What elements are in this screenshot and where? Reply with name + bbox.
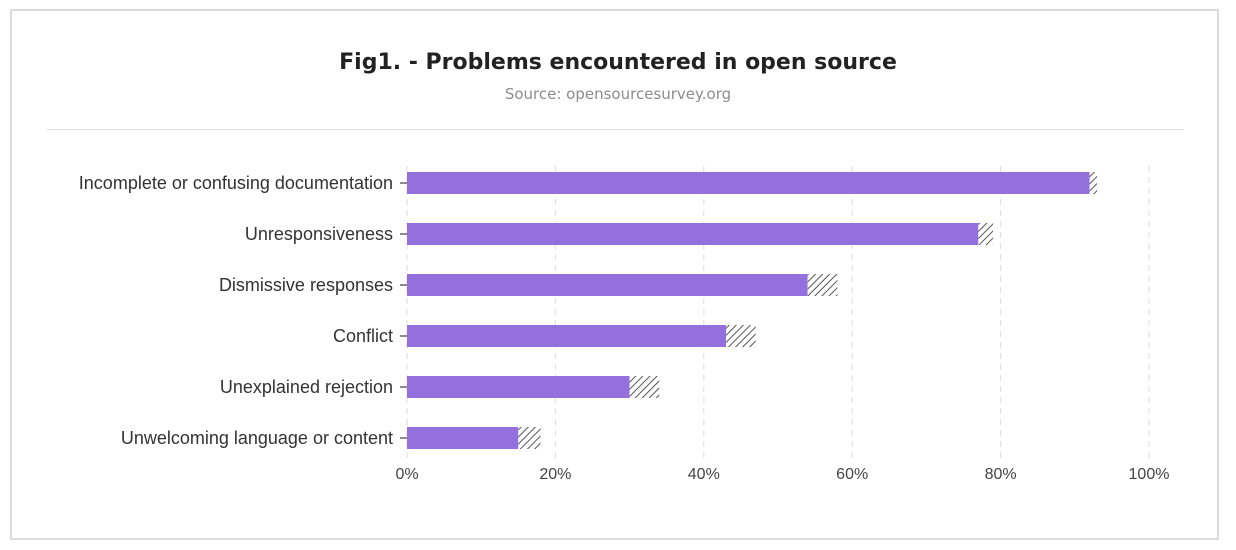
title-divider	[47, 129, 1184, 130]
x-tick-label: 0%	[395, 466, 418, 483]
bar	[407, 223, 979, 245]
category-label: Unexplained rejection	[220, 377, 393, 397]
bar-range-hatch	[629, 376, 660, 398]
bar	[407, 376, 630, 398]
x-tick-label: 40%	[688, 466, 720, 483]
bar	[407, 325, 727, 347]
bar-range-hatch	[726, 325, 756, 347]
bar-range-hatch	[1089, 172, 1098, 194]
category-label: Unresponsiveness	[245, 224, 393, 244]
bar-range-hatch	[518, 427, 541, 449]
x-tick-label: 80%	[985, 466, 1017, 483]
x-tick-label: 60%	[836, 466, 868, 483]
chart-title: Fig1. - Problems encountered in open sou…	[339, 50, 897, 75]
bar	[407, 172, 1090, 194]
bar-range-hatch	[807, 274, 838, 296]
bar-range-hatch	[978, 223, 994, 245]
bar	[407, 427, 519, 449]
chart-subtitle: Source: opensourcesurvey.org	[504, 85, 732, 103]
x-tick-label: 100%	[1129, 466, 1170, 483]
x-tick-label: 20%	[539, 466, 571, 483]
bar	[407, 274, 808, 296]
category-label: Conflict	[333, 326, 393, 346]
category-label: Dismissive responses	[219, 275, 393, 295]
category-label: Incomplete or confusing documentation	[79, 173, 393, 193]
category-label: Unwelcoming language or content	[121, 428, 393, 448]
